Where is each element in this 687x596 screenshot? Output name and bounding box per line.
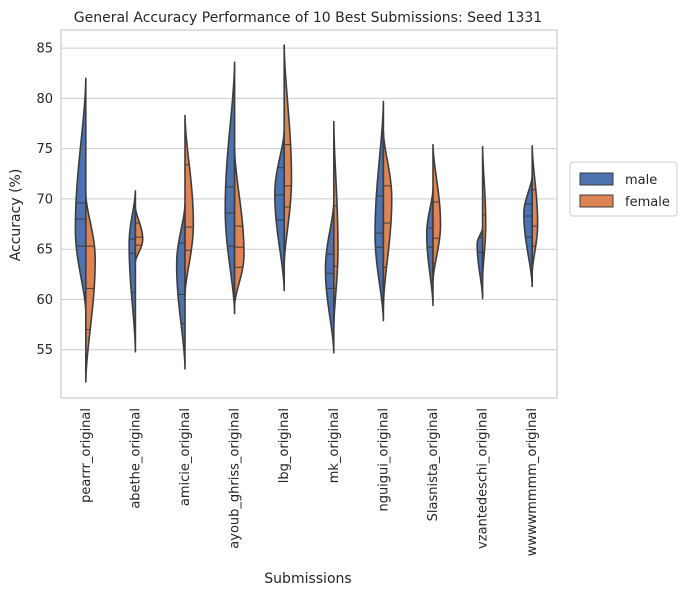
legend-male-label: male [625, 173, 657, 188]
x-tick-label: pearrr_original [79, 408, 94, 503]
violin-female-Slasnista_original [432, 143, 442, 283]
legend-male-swatch [579, 172, 614, 186]
y-tick-label: 60 [36, 293, 53, 308]
legend-female-swatch [579, 194, 614, 208]
y-axis-label: Accuracy (%) [8, 169, 24, 262]
violin-female-abethe_original [134, 206, 144, 264]
legend: male female [569, 161, 678, 217]
x-tick-label: abethe_original [128, 408, 143, 509]
x-tick-label: amicie_original [178, 408, 193, 506]
x-tick-label: nguigui_original [376, 408, 391, 512]
x-tick-label: mk_original [327, 408, 342, 483]
y-tick-label: 65 [36, 243, 53, 258]
axes-group: 55 60 65 70 75 80 85 pearrr_original abethe_orig… [36, 29, 558, 556]
violin-male-mk_original [324, 201, 335, 354]
violin-female-vzantedeschi_original [481, 145, 487, 281]
violin-male-lbg_original [274, 129, 285, 292]
violin-male-vzantedeschi_original [476, 227, 484, 300]
y-tick-label: 70 [36, 192, 53, 207]
violin-male-wwwwmmmm_original [523, 174, 533, 288]
chart-title: General Accuracy Performance of 10 Best … [74, 10, 542, 26]
violin-female-pearrr_original [85, 193, 96, 383]
violin-female-lbg_original [283, 44, 293, 267]
x-tick-label: ayoub_ghriss_original [228, 408, 243, 549]
violin-male-nguigui_original [374, 100, 385, 322]
x-tick-label: lbg_original [277, 408, 292, 483]
violin-female-ayoub_ghriss_original [233, 147, 245, 307]
y-tick-label: 75 [36, 142, 53, 157]
legend-female-label: female [625, 195, 670, 210]
x-axis-label: Submissions [264, 571, 351, 587]
violin-female-wwwwmmmm_original [531, 144, 539, 275]
violin-female-nguigui_original [382, 130, 393, 308]
violin-female-mk_original [333, 120, 339, 329]
violin-male-amicie_original [175, 203, 186, 370]
violins-group [74, 44, 539, 383]
violin-male-ayoub_ghriss_original [224, 61, 236, 315]
x-tick-label: Slasnista_original [426, 408, 441, 521]
violin-male-abethe_original [128, 190, 137, 353]
x-tick-label: wwwwmmmm_original [525, 408, 540, 556]
y-tick-label: 80 [36, 92, 53, 107]
y-tick-label: 85 [36, 42, 53, 57]
plot-frame [60, 29, 558, 399]
y-tick-label: 55 [36, 343, 53, 358]
x-tick-label: vzantedeschi_original [476, 408, 491, 549]
violin-male-pearrr_original [74, 77, 87, 314]
grid-lines [61, 47, 557, 351]
violin-female-amicie_original [184, 114, 195, 297]
